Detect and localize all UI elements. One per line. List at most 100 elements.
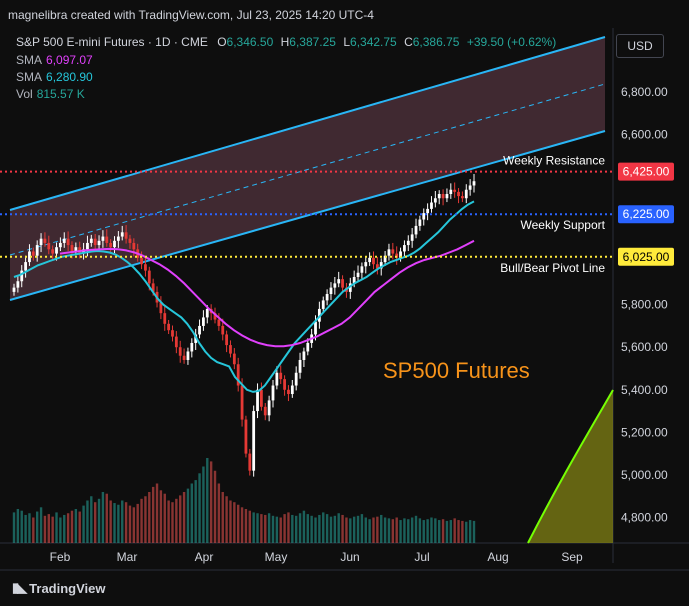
candle-body: [256, 389, 259, 412]
volume-bar: [55, 512, 58, 543]
high-value: 6,387.25: [289, 35, 336, 49]
x-tick-label: Aug: [487, 550, 508, 564]
y-tick-label: 5,200.00: [621, 425, 668, 439]
change-value: +39.50 (+0.62%): [466, 35, 557, 49]
credit-line: magnelibra created with TradingView.com,…: [8, 8, 374, 22]
candle: [174, 331, 178, 354]
candle-body: [437, 193, 441, 199]
volume-bar: [155, 483, 159, 543]
candle: [306, 338, 310, 356]
candle: [433, 191, 437, 208]
candle: [410, 228, 414, 248]
candle-body: [144, 264, 147, 271]
level-price-label: 6,425.00: [623, 165, 670, 179]
candle: [294, 366, 298, 391]
volume-bar: [294, 515, 298, 543]
candle-body: [147, 270, 151, 284]
volume-bar: [298, 513, 302, 543]
volume-bar: [209, 461, 213, 543]
volume-bar: [430, 517, 433, 543]
volume-bar: [465, 521, 468, 543]
volume-bar: [97, 498, 101, 543]
volume-bar: [198, 473, 201, 543]
volume-bar: [16, 509, 20, 543]
volume-bar: [244, 509, 248, 543]
candle-body: [449, 189, 453, 194]
candle-body: [205, 308, 209, 318]
sma1-value: 6,097.07: [46, 53, 93, 67]
candle-body: [124, 232, 128, 239]
volume-bar: [167, 500, 170, 543]
candle: [190, 338, 194, 358]
candle-body: [89, 238, 93, 243]
candle-body: [240, 385, 244, 420]
volume-bar: [306, 514, 309, 543]
volume-bar: [418, 518, 422, 543]
volume-bar: [225, 496, 228, 543]
candle: [20, 265, 24, 288]
x-tick-label: Jun: [340, 550, 359, 564]
volume-bar: [449, 520, 453, 543]
candle-body: [267, 400, 271, 416]
volume-legend: Vol 815.57 K: [16, 87, 85, 101]
sma2-label: SMA: [16, 70, 43, 84]
candle-body: [360, 266, 364, 273]
candle: [74, 242, 78, 256]
volume-bar: [151, 486, 155, 543]
volume-bar: [175, 498, 178, 543]
candle-body: [151, 283, 155, 292]
candle-body: [461, 196, 464, 199]
candle-body: [287, 389, 290, 395]
candle-body: [24, 262, 27, 271]
channel-upper-line: [9, 36, 606, 211]
volume-bar: [59, 517, 62, 543]
candle: [51, 245, 55, 260]
volume-bar: [39, 507, 43, 543]
candle-body: [16, 281, 20, 288]
low-value: 6,342.75: [350, 35, 397, 49]
candle: [89, 234, 93, 247]
volume-bar: [113, 503, 116, 543]
volume-bar: [66, 513, 70, 543]
open-value: 6,346.50: [226, 35, 274, 49]
candle-body: [62, 238, 66, 243]
candle-body: [202, 317, 205, 326]
volume-bar: [267, 513, 271, 543]
volume-bar: [345, 517, 348, 543]
candle-body: [74, 247, 78, 252]
tradingview-logo[interactable]: ▮◣ TradingView: [12, 580, 106, 596]
volume-bar: [260, 514, 263, 543]
volume-bar: [32, 517, 35, 543]
candle: [58, 237, 62, 252]
volume-bar: [206, 458, 209, 543]
candle: [283, 375, 286, 396]
candle: [287, 385, 290, 402]
currency-button[interactable]: USD: [616, 34, 664, 58]
volume-bar: [148, 492, 151, 543]
candle-body: [290, 385, 294, 395]
x-tick-label: May: [265, 550, 288, 564]
candle: [198, 319, 201, 339]
candle-body: [433, 198, 437, 203]
candle-body: [248, 453, 252, 471]
sma-legend-2: SMA 6,280.90: [16, 70, 93, 84]
volume-bar: [51, 516, 54, 543]
close-label: C: [404, 35, 413, 49]
candle: [360, 262, 364, 279]
candle: [298, 352, 302, 379]
candle: [24, 255, 27, 278]
candle-body: [109, 242, 113, 248]
x-tick-label: Apr: [195, 550, 214, 564]
candle: [39, 233, 43, 253]
candle: [163, 305, 167, 331]
volume-bar: [426, 519, 429, 543]
volume-bar: [364, 517, 367, 543]
volume-bar: [35, 511, 39, 543]
candle: [368, 252, 372, 266]
candle: [12, 283, 16, 296]
candle-body: [352, 276, 356, 284]
candle-body: [113, 240, 116, 248]
candle: [472, 173, 476, 193]
level-price-label: 6,225.00: [623, 207, 670, 221]
